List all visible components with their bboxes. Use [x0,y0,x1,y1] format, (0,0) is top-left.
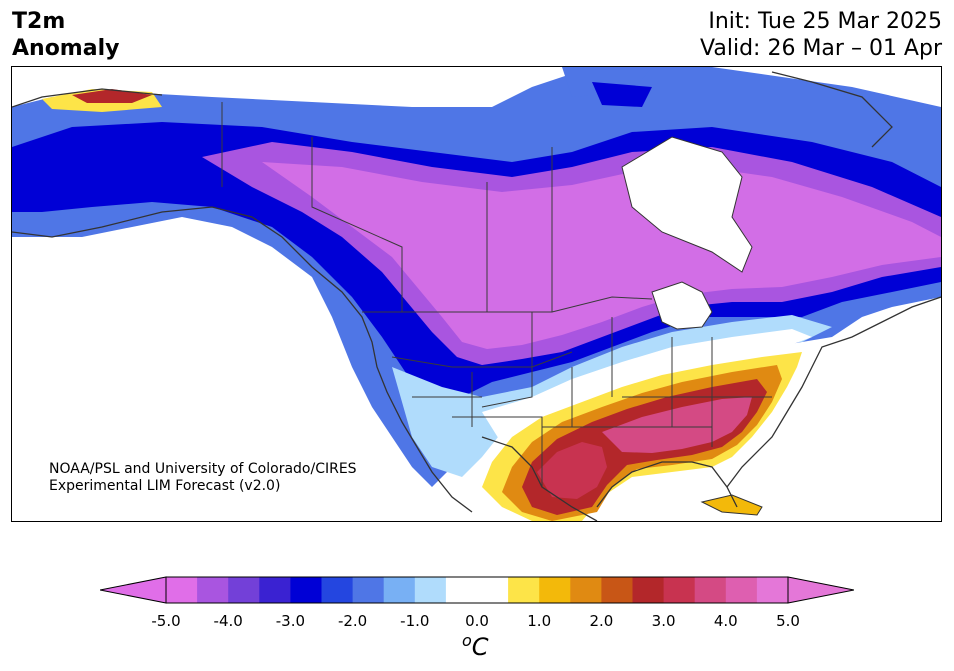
units-letter: C [471,633,489,661]
colorbar-tick-label: -1.0 [400,612,430,630]
colorbar-bin [601,577,633,603]
great-lakes [651,281,713,330]
colorbar-bin [197,577,229,603]
cuba-warm [700,494,763,516]
colorbar-bin [259,577,291,603]
anomaly-map [11,66,942,522]
credit-line-2: Experimental LIM Forecast (v2.0) [49,478,281,494]
map-canvas [12,67,941,521]
map-title: T2m Anomaly [12,8,119,62]
coastlines [12,71,941,521]
colorbar-tick-label: -5.0 [151,612,181,630]
colorbar-bin [663,577,696,603]
hudson-bay [621,136,753,273]
colorbar-tick-label: 0.0 [465,612,489,630]
valid-range: Valid: 26 Mar – 01 Apr [700,36,942,61]
warm-pink-core [602,397,752,453]
colorbar-bin [632,577,665,603]
forecast-dates: Init: Tue 25 Mar 2025 Valid: 26 Mar – 01… [700,8,942,62]
colorbar-bin [383,577,416,603]
colorbar-bin [228,577,260,603]
colorbar-bin [539,577,571,603]
colorbar-tick-label: -2.0 [337,612,368,630]
colorbar-tick-label: 4.0 [713,612,738,630]
colorbar-tick-label: 1.0 [527,612,552,630]
title-variable: T2m [12,9,66,34]
texas-pink-core [537,442,607,499]
colorbar-bin [756,577,789,603]
units-degree: o [462,631,472,650]
colorbar-tick-label: -4.0 [213,612,243,630]
credit-text: NOAA/PSL and University of Colorado/CIRE… [49,461,357,495]
colorbar-bin [508,577,540,603]
colorbar-bin [725,577,758,603]
colorbar-tick-label: 3.0 [651,612,676,630]
political-borders [221,102,772,487]
colorbar-tick-label: -3.0 [275,612,306,630]
colorbar-bin [445,577,478,603]
colorbar-outline [165,576,789,604]
colorbar-bin [166,577,198,603]
colorbar-bin [414,577,447,603]
colorbar-bin [570,577,602,603]
colorbar-tick-label: 2.0 [589,612,614,630]
colorbar-bin [290,577,322,603]
init-date: Init: Tue 25 Mar 2025 [708,9,942,34]
title-field: Anomaly [12,36,120,61]
colorbar-bin [352,577,385,603]
colorbar-bin [321,577,354,603]
arctic-island-deepblue [592,82,652,107]
credit-line-1: NOAA/PSL and University of Colorado/CIRE… [49,461,357,477]
colorbar-bin [694,577,727,603]
colorbar-bin [477,577,509,603]
colorbar-units: oC [462,631,489,661]
colorbar-tick-label: 5.0 [776,612,800,630]
canada-magenta-region [262,162,941,349]
colorbar [100,576,854,604]
